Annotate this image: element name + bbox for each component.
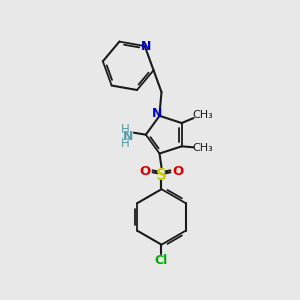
Text: O: O [139, 165, 150, 178]
Text: N: N [152, 107, 163, 120]
Text: Cl: Cl [155, 254, 168, 267]
Text: CH₃: CH₃ [192, 110, 213, 120]
Text: N: N [123, 130, 133, 143]
Text: O: O [173, 165, 184, 178]
Text: H: H [121, 123, 129, 136]
Text: S: S [156, 168, 167, 183]
Text: N: N [141, 40, 151, 52]
Text: CH₃: CH₃ [192, 143, 213, 153]
Text: H: H [121, 137, 129, 150]
